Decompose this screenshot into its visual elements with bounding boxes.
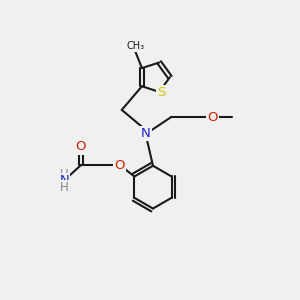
Text: S: S (158, 86, 166, 99)
Text: N: N (141, 127, 150, 140)
Text: O: O (76, 140, 86, 153)
Text: H: H (60, 169, 69, 182)
Text: O: O (114, 159, 125, 172)
Text: CH₃: CH₃ (126, 41, 145, 51)
Text: H: H (60, 181, 69, 194)
Text: N: N (59, 174, 69, 188)
Text: O: O (207, 111, 218, 124)
